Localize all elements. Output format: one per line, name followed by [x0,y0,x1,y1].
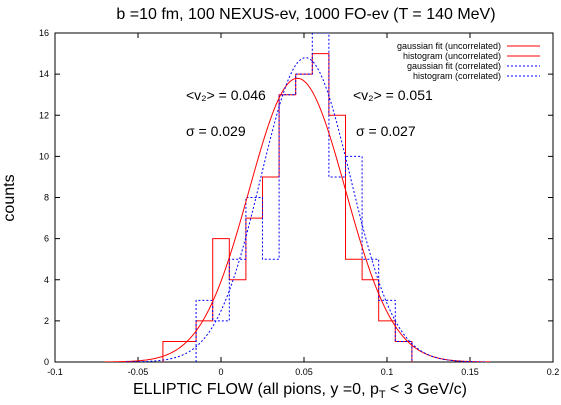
x-axis-title-main: ELLIPTIC FLOW (all pions, y =0, p [133,381,379,398]
x-axis-title-tail: < 3 GeV/c) [386,381,467,398]
y-tick-label: 6 [44,234,49,244]
x-tick-label: 0.1 [381,367,394,377]
plot-area-border [54,32,554,363]
y-tick-label: 0 [44,357,49,367]
x-axis: -0.1 -0.05 0 0.05 0.1 0.15 0.2 [47,33,559,377]
legend-label: histogram (correlated) [413,71,501,81]
x-axis-title-subscript: T [379,389,386,401]
y-tick-label: 16 [39,28,49,38]
y-axis: 0 2 4 6 8 10 12 14 16 [39,28,553,367]
annotation-uncorrelated-sigma: σ = 0.029 [186,123,246,139]
x-tick-label: 0.05 [295,367,313,377]
x-tick-label: 0.15 [461,367,479,377]
annotations: <v₂> = 0.046 σ = 0.029 <v₂> = 0.051 σ = … [186,87,433,139]
legend-label: gaussian fit (uncorrelated) [397,41,501,51]
annotation-uncorrelated-mean: <v₂> = 0.046 [186,87,266,103]
y-tick-label: 14 [39,69,49,79]
y-tick-label: 12 [39,110,49,120]
series-histogram-correlated [195,33,413,362]
y-tick-label: 10 [39,151,49,161]
x-tick-label: -0.1 [47,367,63,377]
chart-title: b =10 fm, 100 NEXUS-ev, 1000 FO-ev (T = … [116,6,495,23]
y-tick-label: 4 [44,275,49,285]
series-layer [104,33,490,362]
annotation-correlated-sigma: σ = 0.027 [356,123,416,139]
y-axis-title: counts [1,174,18,221]
legend-label: histogram (uncorrelated) [403,51,501,61]
series-gaussian-uncorrelated [104,77,490,362]
legend-label: gaussian fit (correlated) [407,61,501,71]
series-gaussian-correlated [126,57,485,362]
x-tick-label: -0.05 [128,367,149,377]
legend: gaussian fit (uncorrelated)histogram (un… [397,41,540,81]
x-tick-label: 0 [218,367,223,377]
x-tick-label: 0.2 [547,367,560,377]
y-tick-label: 2 [44,316,49,326]
annotation-correlated-mean: <v₂> = 0.051 [353,87,433,103]
y-tick-label: 8 [44,193,49,203]
x-axis-title: ELLIPTIC FLOW (all pions, y =0, pT < 3 G… [133,381,467,401]
plot-frame [54,32,554,363]
